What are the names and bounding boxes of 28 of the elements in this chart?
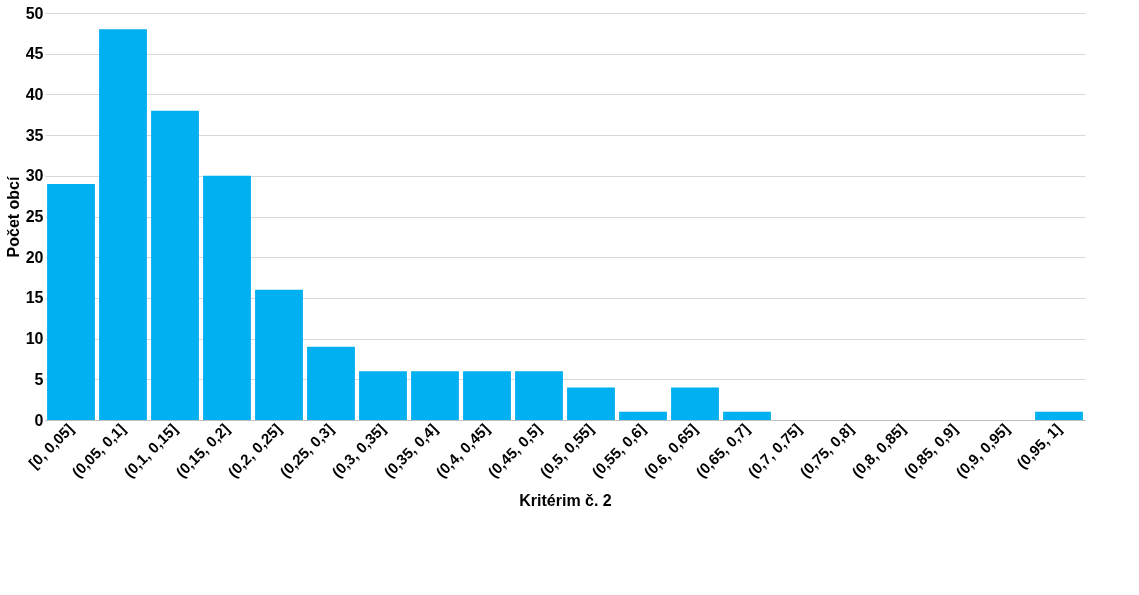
y-axis-title: Počet obcí xyxy=(4,175,22,258)
bar xyxy=(99,29,147,420)
bar xyxy=(1035,411,1083,420)
bar xyxy=(723,411,771,420)
x-axis-title: Kritérim č. 2 xyxy=(519,491,612,509)
bar xyxy=(515,371,563,420)
bar xyxy=(463,371,511,420)
bar xyxy=(411,371,459,420)
bar xyxy=(203,175,251,420)
bar xyxy=(359,371,407,420)
y-tick-label: 50 xyxy=(25,4,44,22)
y-tick-label: 0 xyxy=(34,411,44,429)
y-tick-label: 20 xyxy=(25,248,44,266)
bar xyxy=(307,346,355,420)
y-tick-label: 45 xyxy=(25,45,44,63)
bar xyxy=(567,387,615,420)
y-tick-label: 40 xyxy=(25,85,44,103)
y-tick-label: 5 xyxy=(34,370,44,388)
y-tick-label: 35 xyxy=(25,126,44,144)
bar xyxy=(255,289,303,420)
y-tick-label: 25 xyxy=(25,208,44,225)
y-tick-label: 10 xyxy=(25,330,44,348)
bar xyxy=(151,110,199,420)
y-tick-label: 15 xyxy=(25,289,44,307)
bar xyxy=(619,411,667,420)
bar xyxy=(671,387,719,420)
y-tick-label: 30 xyxy=(25,167,44,185)
bar xyxy=(47,183,95,420)
